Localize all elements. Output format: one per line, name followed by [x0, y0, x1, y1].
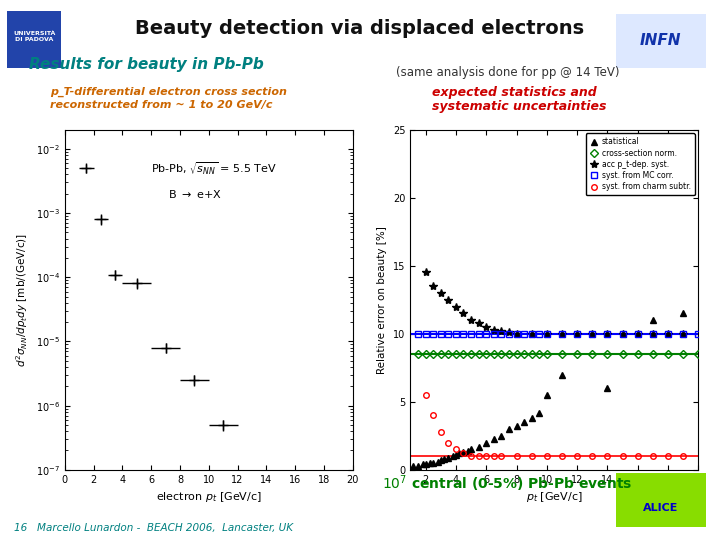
- Legend: statistical, cross-section norm., acc p_t-dep. syst., syst. from MC corr., syst.: statistical, cross-section norm., acc p_…: [585, 133, 695, 195]
- Y-axis label: Relative error on beauty [%]: Relative error on beauty [%]: [377, 226, 387, 374]
- Text: 16   Marcello Lunardon -  BEACH 2006,  Lancaster, UK: 16 Marcello Lunardon - BEACH 2006, Lanca…: [14, 523, 294, 533]
- X-axis label: $p_t$ [GeV/c]: $p_t$ [GeV/c]: [526, 490, 582, 504]
- Text: (same analysis done for pp @ 14 TeV): (same analysis done for pp @ 14 TeV): [396, 66, 619, 79]
- Text: B $\rightarrow$ e+X: B $\rightarrow$ e+X: [168, 187, 222, 200]
- Text: expected statistics and: expected statistics and: [432, 86, 597, 99]
- Text: Results for beauty in Pb-Pb: Results for beauty in Pb-Pb: [29, 57, 264, 72]
- Text: Pb-Pb, $\sqrt{s_{NN}}$ = 5.5 TeV: Pb-Pb, $\sqrt{s_{NN}}$ = 5.5 TeV: [151, 161, 277, 178]
- Text: ALICE: ALICE: [643, 503, 678, 513]
- Y-axis label: $d^2\sigma_{NN}/dp_t dy$ [mb/(GeV/c)]: $d^2\sigma_{NN}/dp_t dy$ [mb/(GeV/c)]: [14, 233, 30, 367]
- Text: Beauty detection via displaced electrons: Beauty detection via displaced electrons: [135, 19, 585, 38]
- Text: $10^7$ central (0-5%) Pb-Pb events: $10^7$ central (0-5%) Pb-Pb events: [382, 474, 632, 494]
- Text: systematic uncertainties: systematic uncertainties: [432, 100, 606, 113]
- Text: p_T-differential electron cross section: p_T-differential electron cross section: [50, 86, 287, 97]
- Text: INFN: INFN: [640, 33, 681, 48]
- X-axis label: electron $p_t$ [GeV/c]: electron $p_t$ [GeV/c]: [156, 490, 262, 504]
- Text: reconstructed from ~ 1 to 20 GeV/c: reconstructed from ~ 1 to 20 GeV/c: [50, 100, 273, 110]
- Text: UNIVERSITÀ
DI PADOVA: UNIVERSITÀ DI PADOVA: [13, 31, 55, 42]
